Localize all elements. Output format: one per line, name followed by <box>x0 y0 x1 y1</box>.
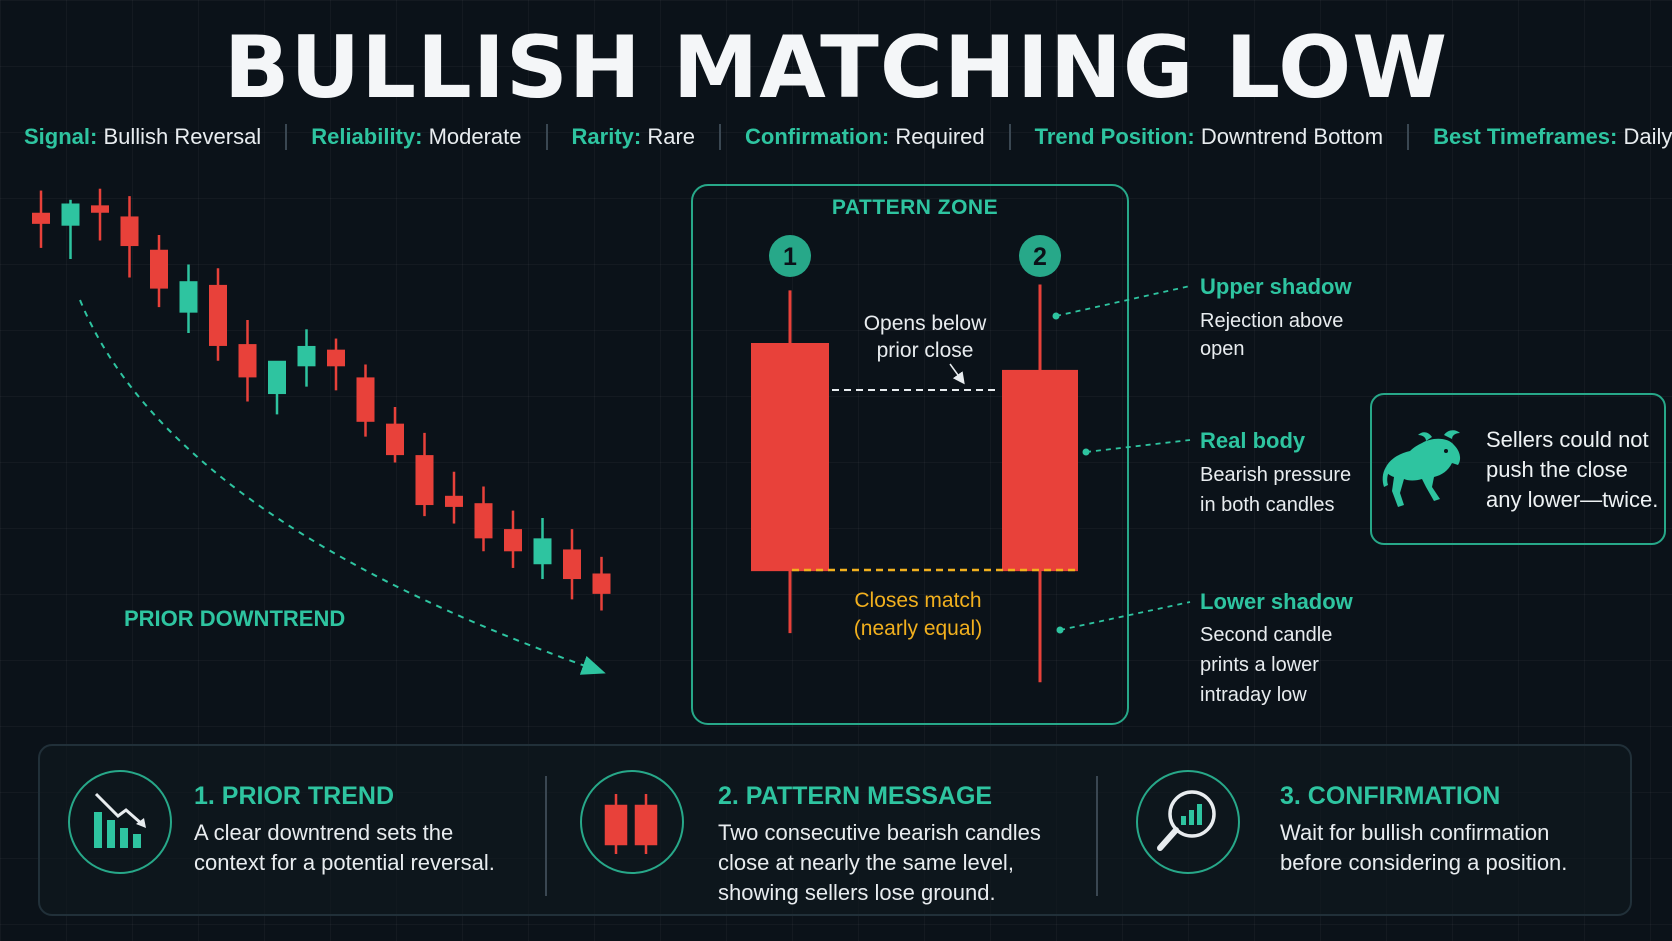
prior-candle-body <box>474 503 493 539</box>
prior-candle-body <box>179 281 198 313</box>
meta-rarity: Rarity: Rare <box>548 124 722 150</box>
meta-trend-position: Trend Position: Downtrend Bottom <box>1011 124 1410 150</box>
page-title: BULLISH MATCHING LOW <box>223 18 1449 118</box>
prior-candle-body <box>91 205 109 213</box>
card-prior-trend-title: 1. PRIOR TREND <box>194 782 395 810</box>
upper-shadow-pointer <box>1055 285 1191 317</box>
prior-candle-body <box>533 538 552 565</box>
prior-candle-body <box>297 345 316 367</box>
meta-reliability: Reliability: Moderate <box>287 124 548 150</box>
upper-shadow-desc-1: Rejection above <box>1200 310 1343 332</box>
bull-callout-text: Sellers could not push the close any low… <box>1486 427 1659 512</box>
prior-candle-body <box>445 495 463 507</box>
lower-shadow-dot <box>1056 626 1064 634</box>
card-confirmation-title: 3. CONFIRMATION <box>1280 782 1501 810</box>
pattern-candle-badge <box>1019 235 1061 277</box>
real-body-desc-1: Bearish pressure <box>1200 464 1351 486</box>
downtrend-chart-icon <box>68 770 172 874</box>
card-pattern-message: 2. PATTERN MESSAGE Two consecutive beari… <box>580 746 1120 914</box>
prior-candle-body <box>415 455 434 506</box>
meta-bar: Signal: Bullish Reversal Reliability: Mod… <box>0 124 1672 150</box>
meta-signal: Signal: Bullish Reversal <box>0 124 288 150</box>
opens-below-pointer <box>949 363 965 385</box>
opens-below-line2: prior close <box>877 339 974 362</box>
pattern-candle-number: 1 <box>783 243 797 271</box>
meta-confirmation: Confirmation: Required <box>721 124 1011 150</box>
prior-candles <box>32 188 611 611</box>
two-candles-icon <box>580 770 684 874</box>
upper-shadow-desc-2: open <box>1200 338 1245 360</box>
pattern-candle-number: 2 <box>1033 243 1047 271</box>
real-body-title: Real body <box>1200 428 1306 453</box>
card-divider-1 <box>545 776 547 896</box>
bull-callout: Sellers could not push the close any low… <box>1370 393 1666 545</box>
prior-candle-body <box>563 549 581 580</box>
card-confirmation-desc: Wait for bullish confirmation before con… <box>1280 820 1568 875</box>
meta-best-timeframes: Best Timeframes: Daily+ <box>1433 124 1672 149</box>
prior-candle-body <box>120 216 139 247</box>
closes-match-line1: Closes match <box>854 589 981 612</box>
card-prior-trend: 1. PRIOR TREND A clear downtrend sets th… <box>40 746 580 914</box>
pattern-candle-body <box>1002 369 1078 572</box>
prior-candle-body <box>238 344 257 378</box>
summary-panel: 1. PRIOR TREND A clear downtrend sets th… <box>38 744 1632 916</box>
prior-candle-body <box>32 212 50 224</box>
prior-candle-body <box>356 377 375 422</box>
card-pattern-message-title: 2. PATTERN MESSAGE <box>718 782 993 810</box>
lower-shadow-desc-1: Second candle <box>1200 624 1332 646</box>
prior-candle-body <box>61 203 80 226</box>
pattern-zone-frame <box>691 184 1129 725</box>
prior-candle-body <box>386 423 404 456</box>
prior-candle-body <box>209 284 227 346</box>
prior-candle-body <box>592 573 611 594</box>
prior-candle-body <box>268 360 286 395</box>
pattern-zone-title: PATTERN ZONE <box>832 196 998 219</box>
prior-candle-body <box>504 529 522 552</box>
card-prior-trend-desc: A clear downtrend sets the context for a… <box>194 820 495 875</box>
magnifier-chart-icon <box>1136 770 1240 874</box>
real-body-dot <box>1082 448 1090 456</box>
lower-shadow-desc-3: intraday low <box>1200 684 1307 706</box>
bull-icon <box>1382 430 1461 507</box>
card-divider-2 <box>1096 776 1098 896</box>
prior-candle-body <box>327 349 345 367</box>
prior-downtrend-label: PRIOR DOWNTREND <box>124 606 345 631</box>
upper-shadow-title: Upper shadow <box>1200 274 1352 299</box>
closes-match-line2: (nearly equal) <box>854 617 982 640</box>
real-body-pointer <box>1085 439 1191 453</box>
upper-shadow-dot <box>1052 312 1060 320</box>
lower-shadow-pointer <box>1059 601 1191 631</box>
lower-shadow-title: Lower shadow <box>1200 589 1354 614</box>
card-confirmation: 3. CONFIRMATION Wait for bullish confirm… <box>1130 746 1630 914</box>
prior-candle-body <box>150 249 168 289</box>
card-pattern-message-desc: Two consecutive bearish candles close at… <box>718 820 1041 905</box>
lower-shadow-desc-2: prints a lower <box>1200 654 1319 676</box>
pattern-candle-body <box>751 343 829 572</box>
opens-below-line1: Opens below <box>864 312 987 335</box>
real-body-desc-2: in both candles <box>1200 494 1335 516</box>
pattern-candle-badge <box>769 235 811 277</box>
